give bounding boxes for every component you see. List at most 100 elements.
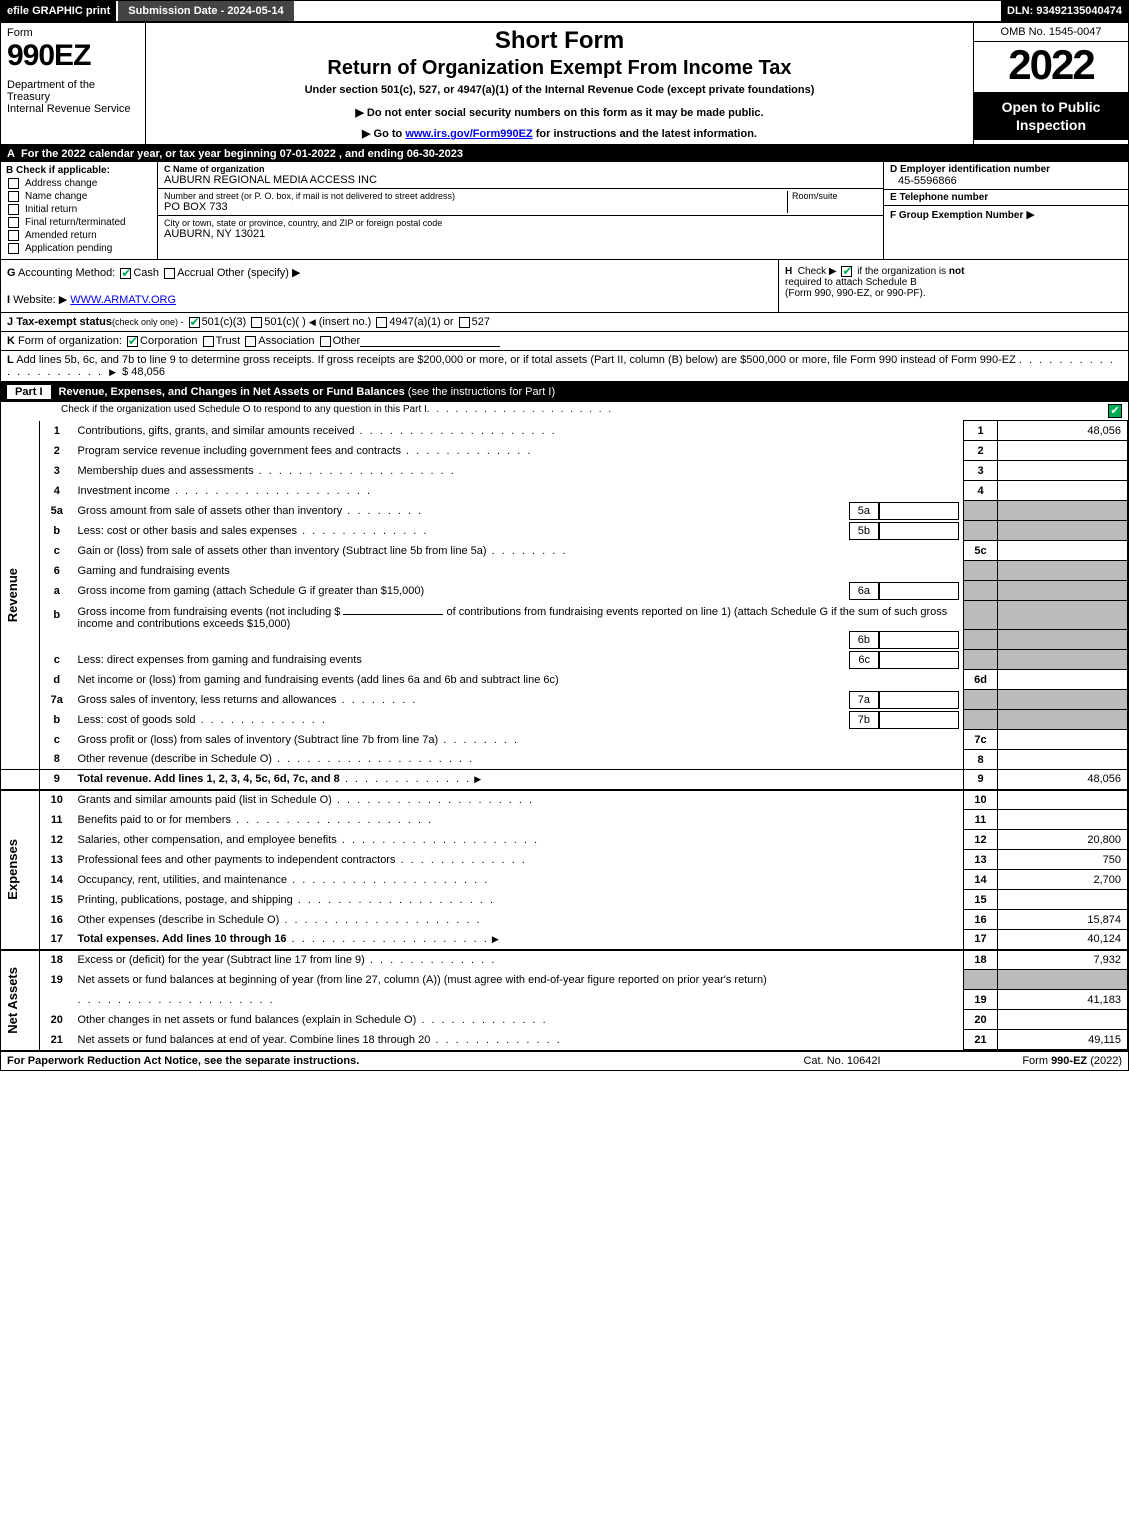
line-15-value: [998, 890, 1128, 910]
line-3-value: [998, 461, 1128, 481]
line-6b-value: [879, 631, 959, 649]
line-7b-value: [879, 711, 959, 729]
omb-number: OMB No. 1545-0047: [974, 23, 1128, 42]
revenue-side-label: Revenue: [5, 568, 20, 622]
section-g: G Accounting Method: Cash Accrual Other …: [1, 260, 778, 312]
subtitle-section: Under section 501(c), 527, or 4947(a)(1)…: [154, 84, 965, 96]
arrow-left-icon: [306, 316, 319, 328]
line-10-value: [998, 790, 1128, 810]
page-footer: For Paperwork Reduction Act Notice, see …: [1, 1050, 1128, 1070]
chk-initial-return[interactable]: Initial return: [6, 204, 152, 215]
line-18-value: 7,932: [998, 950, 1128, 970]
section-k: K Form of organization: Corporation Trus…: [1, 332, 1128, 351]
tax-year: 2022: [974, 42, 1128, 92]
chk-corporation[interactable]: [127, 336, 138, 347]
title-short-form: Short Form: [154, 27, 965, 55]
chk-501c3[interactable]: [189, 317, 200, 328]
chk-trust[interactable]: [203, 336, 214, 347]
header-left: Form 990EZ Department of the Treasury In…: [1, 23, 146, 144]
form-990ez-page: efile GRAPHIC print Submission Date - 20…: [0, 0, 1129, 1071]
section-j: J Tax-exempt status (check only one) - 5…: [1, 313, 1128, 332]
dept-label: Department of the Treasury Internal Reve…: [7, 79, 139, 115]
chk-schedule-o-used[interactable]: ✔: [1108, 404, 1122, 418]
line-21-value: 49,115: [998, 1030, 1128, 1050]
gross-receipts: $ 48,056: [122, 366, 165, 378]
section-c: C Name of organization AUBURN REGIONAL M…: [158, 162, 883, 259]
chk-final-return[interactable]: Final return/terminated: [6, 217, 152, 228]
line-20-value: [998, 1010, 1128, 1030]
chk-4947[interactable]: [376, 317, 387, 328]
note-ssn: ▶ Do not enter social security numbers o…: [154, 106, 965, 119]
dln-label: DLN: 93492135040474: [1001, 1, 1128, 21]
org-address: PO BOX 733: [164, 201, 787, 213]
chk-amended-return[interactable]: Amended return: [6, 230, 152, 241]
section-h: H Check ▶ if the organization is not req…: [778, 260, 1128, 312]
arrow-icon: [489, 933, 502, 945]
arrow-icon: [471, 773, 484, 785]
efile-print-label[interactable]: efile GRAPHIC print: [1, 1, 116, 21]
line-4-value: [998, 481, 1128, 501]
title-return: Return of Organization Exempt From Incom…: [154, 57, 965, 80]
line-16-value: 15,874: [998, 910, 1128, 930]
chk-association[interactable]: [245, 336, 256, 347]
expenses-side-label: Expenses: [5, 839, 20, 900]
line-1-value: 48,056: [998, 421, 1128, 441]
part-1-header: Part I Revenue, Expenses, and Changes in…: [1, 382, 1128, 402]
section-b-to-f: B Check if applicable: Address change Na…: [1, 162, 1128, 260]
org-city: AUBURN, NY 13021: [164, 228, 877, 240]
line-7a-value: [879, 691, 959, 709]
section-b: B Check if applicable: Address change Na…: [1, 162, 158, 259]
top-bar: efile GRAPHIC print Submission Date - 20…: [1, 1, 1128, 23]
arrow-icon: ▶: [1026, 209, 1034, 221]
part-1-table: Revenue 1 Contributions, gifts, grants, …: [1, 420, 1128, 1050]
line-5b-value: [879, 522, 959, 540]
section-a: AFor the 2022 calendar year, or tax year…: [1, 146, 1128, 162]
line-6d-value: [998, 670, 1128, 690]
website-link[interactable]: WWW.ARMATV.ORG: [70, 294, 176, 306]
line-12-value: 20,800: [998, 830, 1128, 850]
chk-accrual[interactable]: [164, 268, 175, 279]
chk-501c[interactable]: [251, 317, 262, 328]
chk-cash[interactable]: [120, 268, 131, 279]
line-11-value: [998, 810, 1128, 830]
form-header: Form 990EZ Department of the Treasury In…: [1, 23, 1128, 146]
line-17-value: 40,124: [998, 930, 1128, 950]
line-6c-value: [879, 651, 959, 669]
line-14-value: 2,700: [998, 870, 1128, 890]
footer-form: Form 990-EZ (2022): [942, 1055, 1122, 1067]
chk-address-change[interactable]: Address change: [6, 178, 152, 189]
part-1-sub: Check if the organization used Schedule …: [1, 402, 1128, 420]
chk-other-org[interactable]: [320, 336, 331, 347]
form-label: Form: [7, 27, 139, 39]
line-6a-value: [879, 582, 959, 600]
line-8-value: [998, 750, 1128, 770]
org-name: AUBURN REGIONAL MEDIA ACCESS INC: [164, 174, 877, 186]
net-assets-side-label: Net Assets: [5, 967, 20, 1034]
section-l: L Add lines 5b, 6c, and 7b to line 9 to …: [1, 351, 1128, 382]
ein: 45-5596866: [890, 175, 1122, 187]
submission-date: Submission Date - 2024-05-14: [116, 1, 295, 21]
chk-schedule-b-not-required[interactable]: [841, 266, 852, 277]
line-13-value: 750: [998, 850, 1128, 870]
form-number: 990EZ: [7, 39, 139, 73]
chk-527[interactable]: [459, 317, 470, 328]
line-6b-contrib-input[interactable]: [343, 603, 443, 615]
footer-notice: For Paperwork Reduction Act Notice, see …: [7, 1055, 742, 1067]
line-2-value: [998, 441, 1128, 461]
line-9-value: 48,056: [998, 770, 1128, 790]
chk-name-change[interactable]: Name change: [6, 191, 152, 202]
chk-application-pending[interactable]: Application pending: [6, 243, 152, 254]
line-5a-value: [879, 502, 959, 520]
note-goto: ▶ Go to www.irs.gov/Form990EZ for instru…: [154, 127, 965, 140]
header-right: OMB No. 1545-0047 2022 Open to Public In…: [973, 23, 1128, 144]
irs-link[interactable]: www.irs.gov/Form990EZ: [405, 128, 532, 140]
line-5c-value: [998, 541, 1128, 561]
section-g-h: G Accounting Method: Cash Accrual Other …: [1, 260, 1128, 313]
open-to-public: Open to Public Inspection: [974, 92, 1128, 140]
footer-cat: Cat. No. 10642I: [742, 1055, 942, 1067]
line-19-value: 41,183: [998, 990, 1128, 1010]
header-center: Short Form Return of Organization Exempt…: [146, 23, 973, 144]
arrow-icon: [106, 366, 119, 378]
line-7c-value: [998, 730, 1128, 750]
section-d-e-f: D Employer identification number 45-5596…: [883, 162, 1128, 259]
